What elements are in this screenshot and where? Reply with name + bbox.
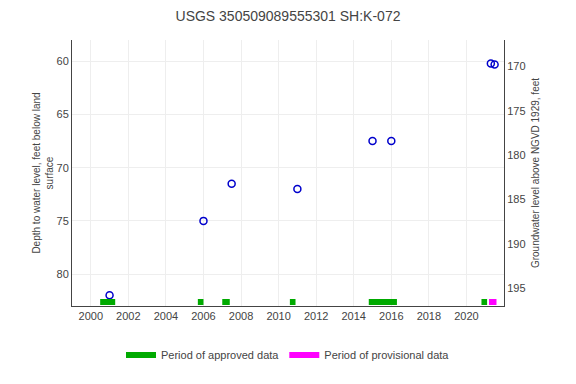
svg-text:USGS 350509089555301 SH:K-072: USGS 350509089555301 SH:K-072 <box>176 8 401 24</box>
svg-text:190: 190 <box>507 238 525 250</box>
svg-text:2012: 2012 <box>304 310 328 322</box>
svg-text:185: 185 <box>507 193 525 205</box>
svg-text:2000: 2000 <box>79 310 103 322</box>
svg-text:170: 170 <box>507 60 525 72</box>
svg-text:65: 65 <box>57 108 69 120</box>
svg-text:2016: 2016 <box>379 310 403 322</box>
svg-text:Depth to water level, feet bel: Depth to water level, feet below landsur… <box>31 92 55 253</box>
svg-text:Groundwater level above NGVD 1: Groundwater level above NGVD 1929, feet <box>530 78 541 268</box>
svg-text:Period of approved data: Period of approved data <box>161 349 279 361</box>
svg-text:195: 195 <box>507 282 525 294</box>
svg-text:2002: 2002 <box>116 310 140 322</box>
svg-text:80: 80 <box>57 268 69 280</box>
svg-text:2020: 2020 <box>454 310 478 322</box>
svg-text:60: 60 <box>57 55 69 67</box>
svg-text:70: 70 <box>57 162 69 174</box>
svg-text:2018: 2018 <box>417 310 441 322</box>
svg-text:180: 180 <box>507 149 525 161</box>
svg-text:2014: 2014 <box>341 310 365 322</box>
svg-text:175: 175 <box>507 105 525 117</box>
svg-text:75: 75 <box>57 215 69 227</box>
svg-text:2006: 2006 <box>191 310 215 322</box>
svg-text:Period of provisional data: Period of provisional data <box>324 349 449 361</box>
svg-text:2010: 2010 <box>266 310 290 322</box>
svg-text:2008: 2008 <box>229 310 253 322</box>
svg-text:2004: 2004 <box>154 310 178 322</box>
